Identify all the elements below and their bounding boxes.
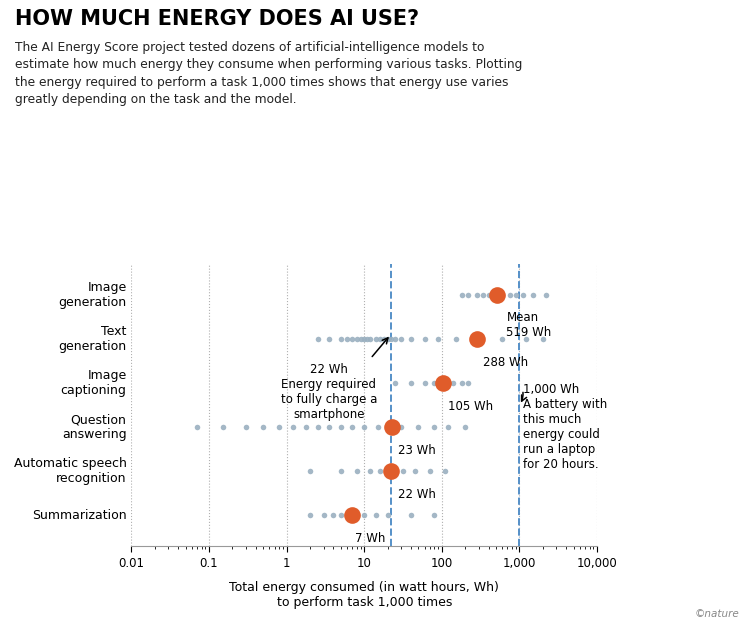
Text: Mean
519 Wh: Mean 519 Wh xyxy=(506,311,552,340)
Text: 7 Wh: 7 Wh xyxy=(354,532,385,545)
Text: The AI Energy Score project tested dozens of artificial-intelligence models to
e: The AI Energy Score project tested dozen… xyxy=(15,41,523,106)
Text: 23 Wh: 23 Wh xyxy=(398,444,436,457)
Text: ©nature: ©nature xyxy=(695,609,740,619)
Text: HOW MUCH ENERGY DOES AI USE?: HOW MUCH ENERGY DOES AI USE? xyxy=(15,9,419,30)
Text: 22 Wh
Energy required
to fully charge a
smartphone: 22 Wh Energy required to fully charge a … xyxy=(281,363,377,421)
Text: 288 Wh: 288 Wh xyxy=(483,355,528,369)
Text: 105 Wh: 105 Wh xyxy=(448,400,493,413)
Text: 1,000 Wh
A battery with
this much
energy could
run a laptop
for 20 hours.: 1,000 Wh A battery with this much energy… xyxy=(523,383,607,471)
X-axis label: Total energy consumed (in watt hours, Wh)
to perform task 1,000 times: Total energy consumed (in watt hours, Wh… xyxy=(229,581,499,609)
Text: 22 Wh: 22 Wh xyxy=(398,488,436,501)
